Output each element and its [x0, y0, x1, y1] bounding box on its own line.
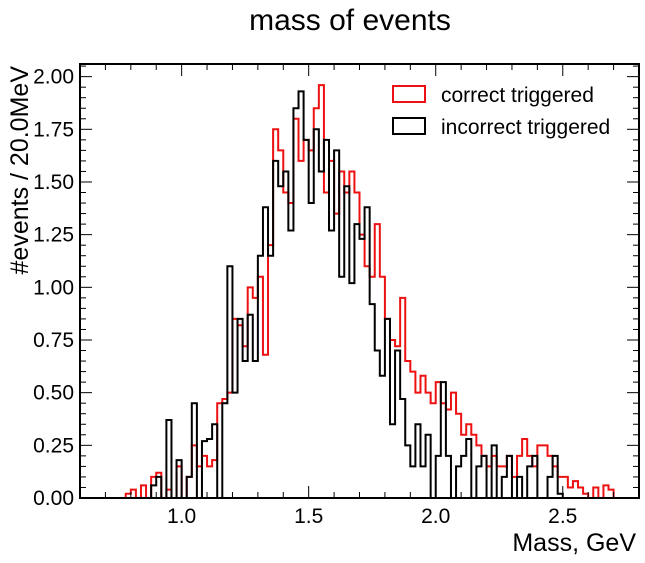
axis-ticks: 1.0 1.5 2.0 2.5 0.00 0.25 0.50 0.75 1.00 1.25 1.50… — [33, 64, 640, 528]
y-tick-label: 0.00 — [33, 487, 74, 510]
chart-title: mass of events — [249, 4, 451, 37]
plot-area — [124, 84, 615, 499]
x-tick-label: 2.5 — [548, 505, 577, 528]
y-tick-label: 2.00 — [33, 66, 74, 89]
y-tick-label: 1.50 — [33, 171, 74, 194]
y-tick-label: 0.75 — [33, 329, 74, 352]
x-tick-label: 1.5 — [294, 505, 323, 528]
y-tick-label: 1.00 — [33, 276, 74, 299]
y-axis-label: #events / 20.0MeV — [6, 66, 34, 275]
series-correct-triggered — [124, 84, 615, 499]
x-tick-label: 1.0 — [167, 505, 196, 528]
legend-swatch-incorrect — [392, 117, 426, 135]
x-tick-label: 2.0 — [421, 505, 450, 528]
x-axis-label: Mass, GeV — [512, 529, 636, 557]
legend: correct triggered incorrect triggered — [392, 84, 610, 139]
legend-label-correct: correct triggered — [441, 84, 594, 107]
legend-label-incorrect: incorrect triggered — [441, 116, 610, 139]
y-tick-label: 1.75 — [33, 118, 74, 141]
y-tick-label: 0.25 — [33, 434, 74, 457]
series-incorrect-triggered — [125, 90, 614, 499]
y-tick-label: 1.25 — [33, 224, 74, 247]
legend-swatch-correct — [392, 85, 426, 103]
y-tick-label: 0.50 — [33, 382, 74, 405]
